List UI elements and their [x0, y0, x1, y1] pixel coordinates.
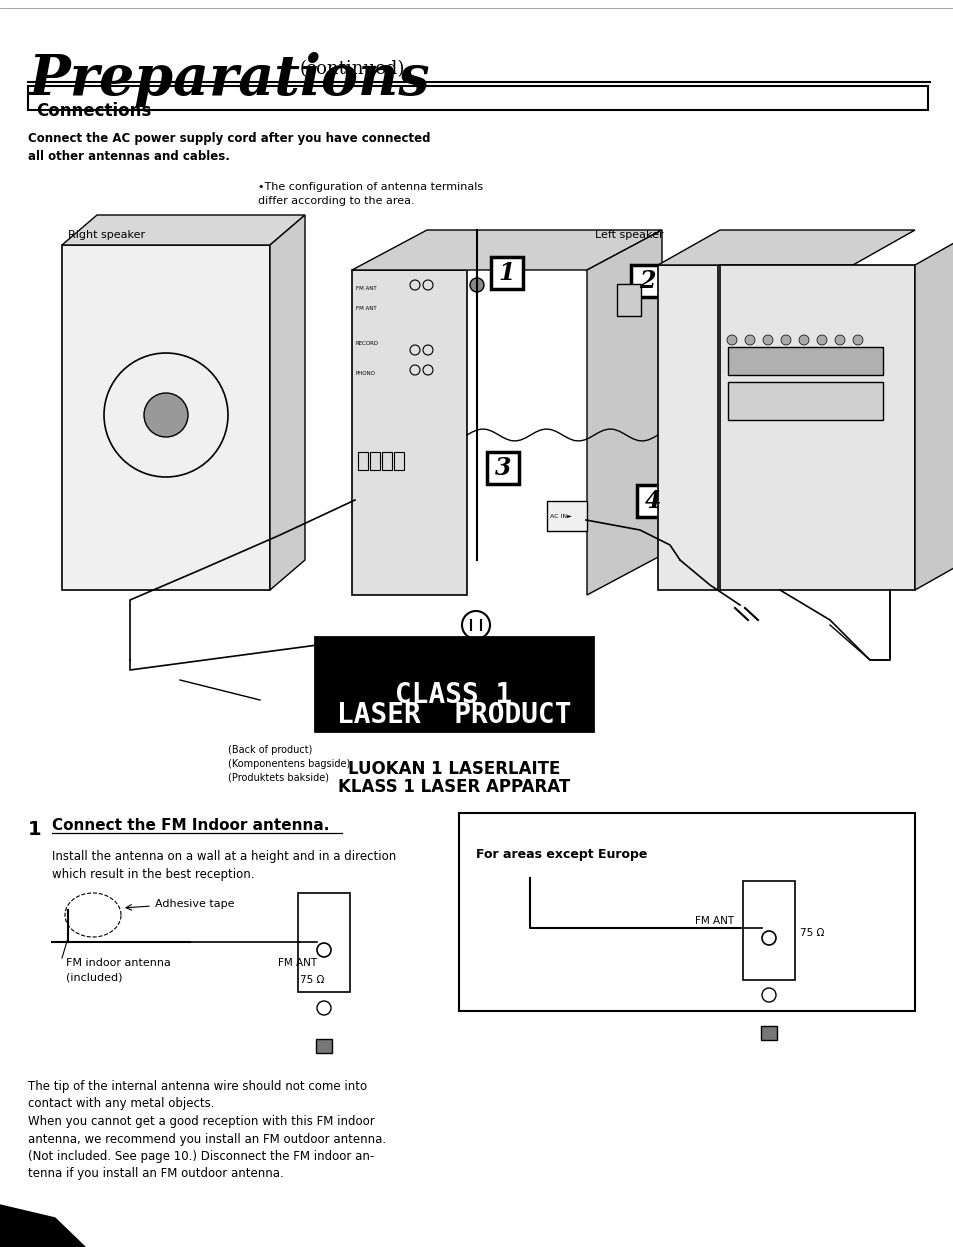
Text: AC IN►: AC IN► [550, 514, 571, 519]
FancyBboxPatch shape [357, 451, 368, 470]
Text: FM ANT: FM ANT [277, 958, 316, 968]
Circle shape [470, 278, 483, 292]
FancyBboxPatch shape [491, 257, 522, 289]
Text: RECORD: RECORD [355, 340, 378, 345]
Circle shape [852, 335, 862, 345]
Circle shape [799, 335, 808, 345]
Polygon shape [586, 229, 661, 595]
Text: Left speaker: Left speaker [595, 229, 663, 239]
FancyBboxPatch shape [314, 637, 593, 731]
Text: 1: 1 [28, 821, 42, 839]
FancyBboxPatch shape [62, 244, 270, 590]
Polygon shape [0, 1205, 85, 1247]
FancyBboxPatch shape [720, 266, 914, 590]
FancyBboxPatch shape [546, 501, 586, 531]
Text: (continued): (continued) [299, 60, 405, 79]
FancyBboxPatch shape [486, 451, 518, 484]
FancyBboxPatch shape [458, 813, 914, 1011]
Text: (Back of product)
(Komponentens bagside)
(Produktets bakside): (Back of product) (Komponentens bagside)… [228, 744, 350, 782]
Text: Right speaker: Right speaker [68, 229, 145, 239]
Text: Adhesive tape: Adhesive tape [154, 899, 234, 909]
Text: FM ANT: FM ANT [355, 286, 376, 291]
Text: FM ANT: FM ANT [355, 306, 376, 311]
FancyBboxPatch shape [381, 451, 392, 470]
Text: FM ANT: FM ANT [695, 917, 734, 927]
FancyBboxPatch shape [630, 266, 662, 297]
Text: Preparations: Preparations [28, 52, 429, 107]
Text: •The configuration of antenna terminals
differ according to the area.: •The configuration of antenna terminals … [257, 182, 482, 206]
Text: 1: 1 [498, 261, 515, 286]
FancyBboxPatch shape [637, 485, 668, 518]
Text: 2: 2 [639, 269, 655, 293]
Text: Connections: Connections [36, 102, 152, 120]
FancyBboxPatch shape [297, 893, 350, 993]
Polygon shape [914, 229, 953, 590]
Circle shape [726, 335, 737, 345]
Text: FM indoor antenna
(included): FM indoor antenna (included) [66, 958, 171, 981]
FancyBboxPatch shape [658, 266, 718, 590]
Text: LUOKAN 1 LASERLAITE: LUOKAN 1 LASERLAITE [348, 759, 559, 778]
Text: CLASS 1: CLASS 1 [395, 681, 512, 710]
Circle shape [781, 335, 790, 345]
Polygon shape [62, 214, 305, 244]
Polygon shape [658, 229, 914, 266]
FancyBboxPatch shape [394, 451, 403, 470]
Text: KLASS 1 LASER APPARAT: KLASS 1 LASER APPARAT [337, 778, 570, 796]
FancyBboxPatch shape [370, 451, 379, 470]
Text: 4: 4 [644, 489, 660, 513]
Circle shape [144, 393, 188, 436]
Circle shape [762, 335, 772, 345]
FancyBboxPatch shape [352, 271, 467, 595]
FancyBboxPatch shape [727, 382, 882, 420]
Text: The tip of the internal antenna wire should not come into
contact with any metal: The tip of the internal antenna wire sho… [28, 1080, 386, 1181]
Text: PHONO: PHONO [355, 372, 375, 377]
Text: Install the antenna on a wall at a height and in a direction
which result in the: Install the antenna on a wall at a heigh… [52, 850, 395, 880]
Text: 75 Ω: 75 Ω [800, 928, 823, 938]
Circle shape [744, 335, 754, 345]
Text: 3: 3 [495, 456, 511, 480]
Text: Connect the AC power supply cord after you have connected
all other antennas and: Connect the AC power supply cord after y… [28, 132, 430, 163]
FancyBboxPatch shape [28, 86, 927, 110]
FancyBboxPatch shape [760, 1026, 776, 1040]
FancyBboxPatch shape [742, 880, 794, 980]
Text: Connect the FM Indoor antenna.: Connect the FM Indoor antenna. [52, 818, 329, 833]
Text: 75 Ω: 75 Ω [299, 975, 324, 985]
Polygon shape [270, 214, 305, 590]
Text: For areas except Europe: For areas except Europe [476, 848, 647, 860]
Polygon shape [352, 229, 661, 271]
FancyBboxPatch shape [617, 284, 640, 315]
Circle shape [816, 335, 826, 345]
Circle shape [834, 335, 844, 345]
FancyBboxPatch shape [315, 1039, 332, 1052]
Text: LASER  PRODUCT: LASER PRODUCT [336, 701, 571, 729]
FancyBboxPatch shape [727, 347, 882, 375]
